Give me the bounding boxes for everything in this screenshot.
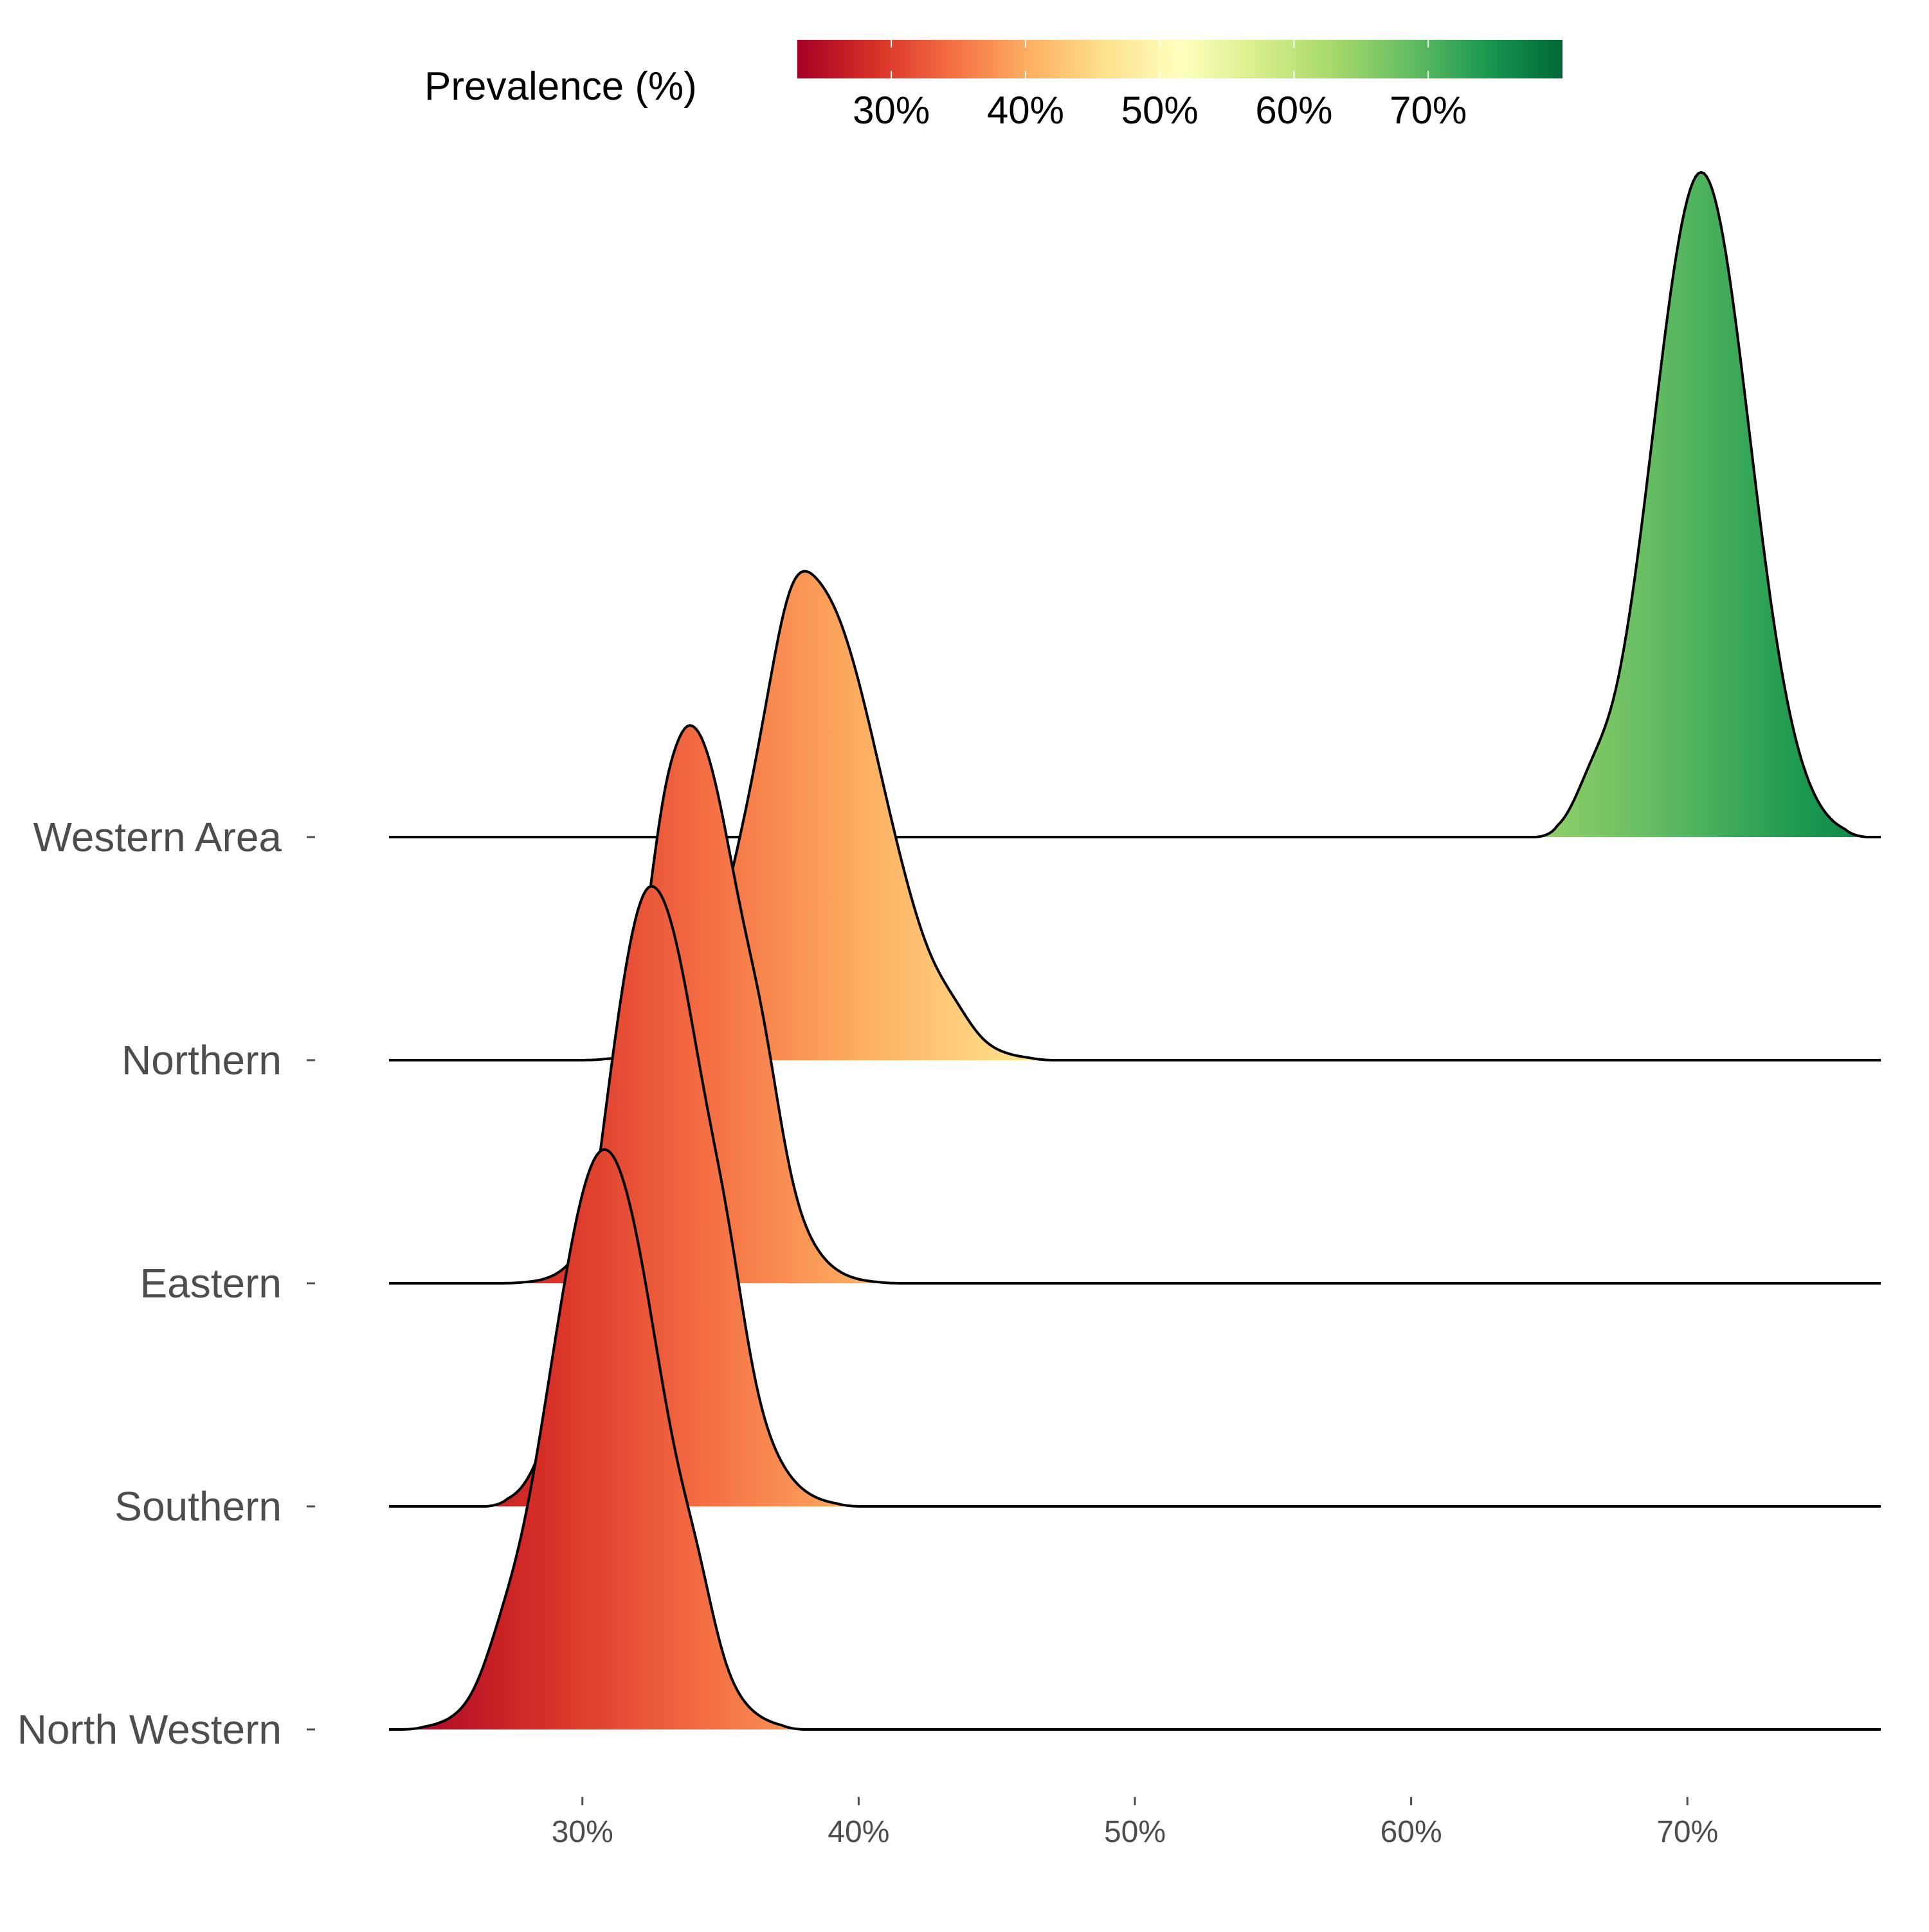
x-tick-label: 50%	[1104, 1815, 1166, 1849]
x-axis: 30% 40% 50% 60% 70%	[552, 1797, 1718, 1849]
ridge-fill-north-western	[403, 1149, 804, 1729]
colorbar-legend: Prevalence (%) 30% 40% 50% 60% 70%	[424, 40, 1562, 132]
y-axis: Western Area Northern Eastern Southern North…	[17, 814, 315, 1753]
ridges	[389, 170, 1881, 1731]
legend-colorbar	[797, 40, 1562, 78]
x-tick-label: 40%	[828, 1815, 889, 1849]
ridge-fill-western-area	[1535, 172, 1867, 837]
x-tick-label: 70%	[1656, 1815, 1718, 1849]
legend-tick-label: 40%	[987, 89, 1064, 132]
ridge-fill-northern	[582, 571, 1053, 1060]
ridge-fill-eastern	[499, 725, 900, 1283]
legend-title: Prevalence (%)	[424, 64, 697, 109]
ridge-line-north-western	[389, 1148, 1881, 1731]
ridge-north-western	[389, 1148, 1881, 1731]
y-label-north-western: North Western	[17, 1706, 282, 1753]
y-label-western-area: Western Area	[33, 814, 282, 860]
legend-tick-label: 60%	[1255, 89, 1332, 132]
y-label-southern: Southern	[114, 1483, 282, 1530]
x-tick-label: 30%	[552, 1815, 613, 1849]
legend-tick-label: 30%	[853, 89, 930, 132]
legend-tick-label: 50%	[1121, 89, 1199, 132]
ridge-western-area	[389, 170, 1881, 838]
ridge-line-western-area	[389, 170, 1881, 838]
x-tick-label: 60%	[1381, 1815, 1442, 1849]
ridge-eastern	[389, 724, 1881, 1285]
legend-tick-label: 70%	[1390, 89, 1467, 132]
legend-ticks: 30% 40% 50% 60% 70%	[853, 40, 1467, 132]
y-label-eastern: Eastern	[140, 1260, 282, 1306]
y-label-northern: Northern	[122, 1037, 282, 1083]
ridge-line-eastern	[389, 724, 1881, 1285]
